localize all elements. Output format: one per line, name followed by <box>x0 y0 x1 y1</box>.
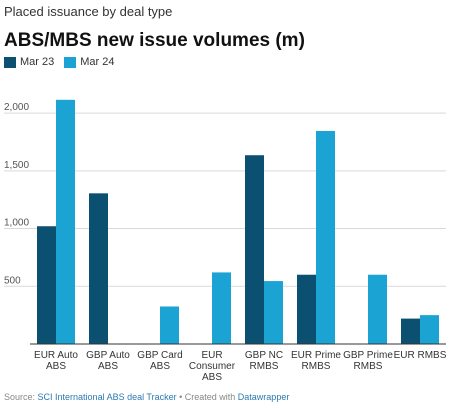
x-tick-label: GBP Auto ABS <box>86 350 130 372</box>
x-tick-label: GBP Prime RMBS <box>343 350 393 372</box>
datawrapper-link[interactable]: Datawrapper <box>237 392 290 402</box>
chart-legend: Mar 23 Mar 24 <box>4 56 115 68</box>
source-middle: • Created with <box>176 392 238 402</box>
x-tick-label-line: EUR Prime <box>291 350 341 361</box>
bar-mar-24 <box>212 272 231 344</box>
y-tick-label: 1,500 <box>4 160 29 171</box>
x-tick-label-line: EUR Auto <box>34 350 78 361</box>
x-tick-label-line: Consumer <box>189 361 236 372</box>
bar-mar-23 <box>401 318 420 344</box>
legend-label-series-0: Mar 23 <box>20 56 55 68</box>
x-tick-label-line: GBP Card <box>137 350 182 361</box>
x-tick-label: EUR Consumer ABS <box>189 350 236 383</box>
x-tick-label-line: RMBS <box>302 361 331 372</box>
bar-mar-23 <box>297 274 316 344</box>
legend-label-series-1: Mar 24 <box>80 56 115 68</box>
x-tick-label-line: RMBS <box>250 361 279 372</box>
x-tick-label-line: ABS <box>98 361 118 372</box>
x-tick-label-line: EUR <box>201 350 222 361</box>
bar-mar-24 <box>368 274 387 344</box>
legend-item-series-1: Mar 24 <box>64 56 115 68</box>
bar-mar-24 <box>264 281 283 344</box>
x-tick-label: GBP NC RMBS <box>245 350 283 372</box>
x-tick-label-line: GBP NC <box>245 350 283 361</box>
legend-swatch-series-1 <box>64 56 77 68</box>
bar-mar-23 <box>245 155 264 344</box>
x-tick-label: EUR RMBS <box>394 350 447 361</box>
x-tick-label-line: RMBS <box>354 361 383 372</box>
y-tick-label: 2,000 <box>4 102 29 113</box>
chart-source: Source: SCI International ABS deal Track… <box>4 392 289 402</box>
bar-mar-23 <box>89 193 108 344</box>
legend-swatch-series-0 <box>4 56 16 68</box>
source-prefix: Source: <box>4 392 38 402</box>
bar-mar-24 <box>160 306 179 344</box>
x-tick-label-line: ABS <box>202 372 222 383</box>
chart-kicker: Placed issuance by deal type <box>4 4 173 19</box>
x-tick-label-line: GBP Auto <box>86 350 130 361</box>
source-link[interactable]: SCI International ABS deal Tracker <box>37 392 177 402</box>
bar-mar-24 <box>316 130 335 344</box>
x-tick-label: EUR Prime RMBS <box>291 350 341 372</box>
x-tick-label: EUR Auto ABS <box>34 350 78 372</box>
x-tick-label-line: ABS <box>150 361 170 372</box>
x-tick-label: GBP Card ABS <box>137 350 182 372</box>
chart-title: ABS/MBS new issue volumes (m) <box>4 30 305 51</box>
x-tick-label-line: ABS <box>46 361 66 372</box>
y-tick-label: 500 <box>4 275 21 286</box>
bar-mar-24 <box>420 315 439 344</box>
bar-mar-23 <box>37 226 56 344</box>
x-tick-label-line: EUR RMBS <box>394 350 447 361</box>
x-tick-label-line: GBP Prime <box>343 350 393 361</box>
bar-mar-24 <box>56 99 75 345</box>
y-tick-label: 1,000 <box>4 218 29 229</box>
legend-item-series-0: Mar 23 <box>4 56 54 68</box>
